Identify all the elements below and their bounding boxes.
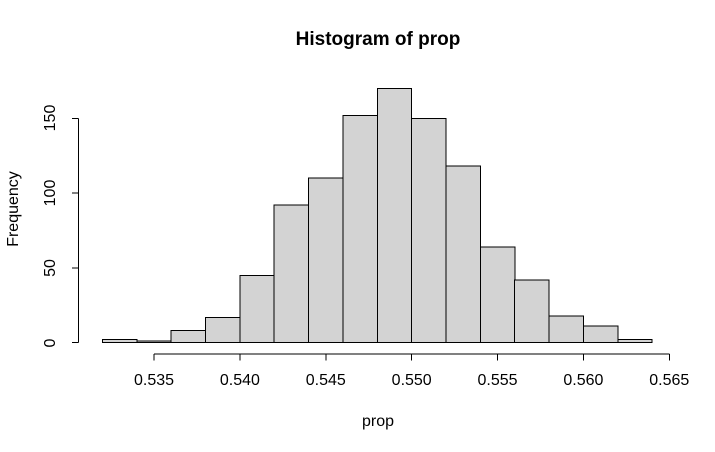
histogram-bar	[514, 279, 550, 344]
histogram-bar	[411, 117, 447, 344]
histogram-bar	[342, 114, 378, 344]
x-axis-label: prop	[361, 413, 395, 430]
y-tick-label: 0	[42, 338, 59, 348]
x-tick-label: 0.555	[477, 372, 518, 389]
histogram-bar	[582, 325, 619, 344]
histogram-bar	[136, 340, 172, 344]
y-tick-label: 100	[42, 179, 59, 207]
histogram-bar	[308, 177, 344, 344]
histogram-bar	[102, 339, 138, 344]
y-tick-label: 150	[42, 104, 59, 132]
x-tick-label: 0.565	[649, 372, 690, 389]
histogram-bar	[548, 315, 584, 344]
histogram-bar	[617, 339, 653, 344]
chart-title: Histogram of prop	[295, 29, 461, 50]
x-tick-label: 0.535	[133, 372, 175, 389]
x-tick-label: 0.545	[305, 372, 346, 389]
histogram-bar	[376, 87, 413, 344]
histogram-bar	[479, 246, 516, 344]
histogram-bar	[239, 274, 275, 344]
x-tick-label: 0.550	[391, 372, 432, 389]
x-tick-label: 0.540	[219, 372, 260, 389]
histogram-bar	[170, 330, 207, 344]
histogram-bar	[273, 204, 310, 344]
histogram-bar	[445, 165, 481, 344]
x-tick-label: 0.560	[563, 372, 604, 389]
y-tick-label: 50	[42, 258, 59, 277]
histogram-bar	[205, 316, 241, 344]
